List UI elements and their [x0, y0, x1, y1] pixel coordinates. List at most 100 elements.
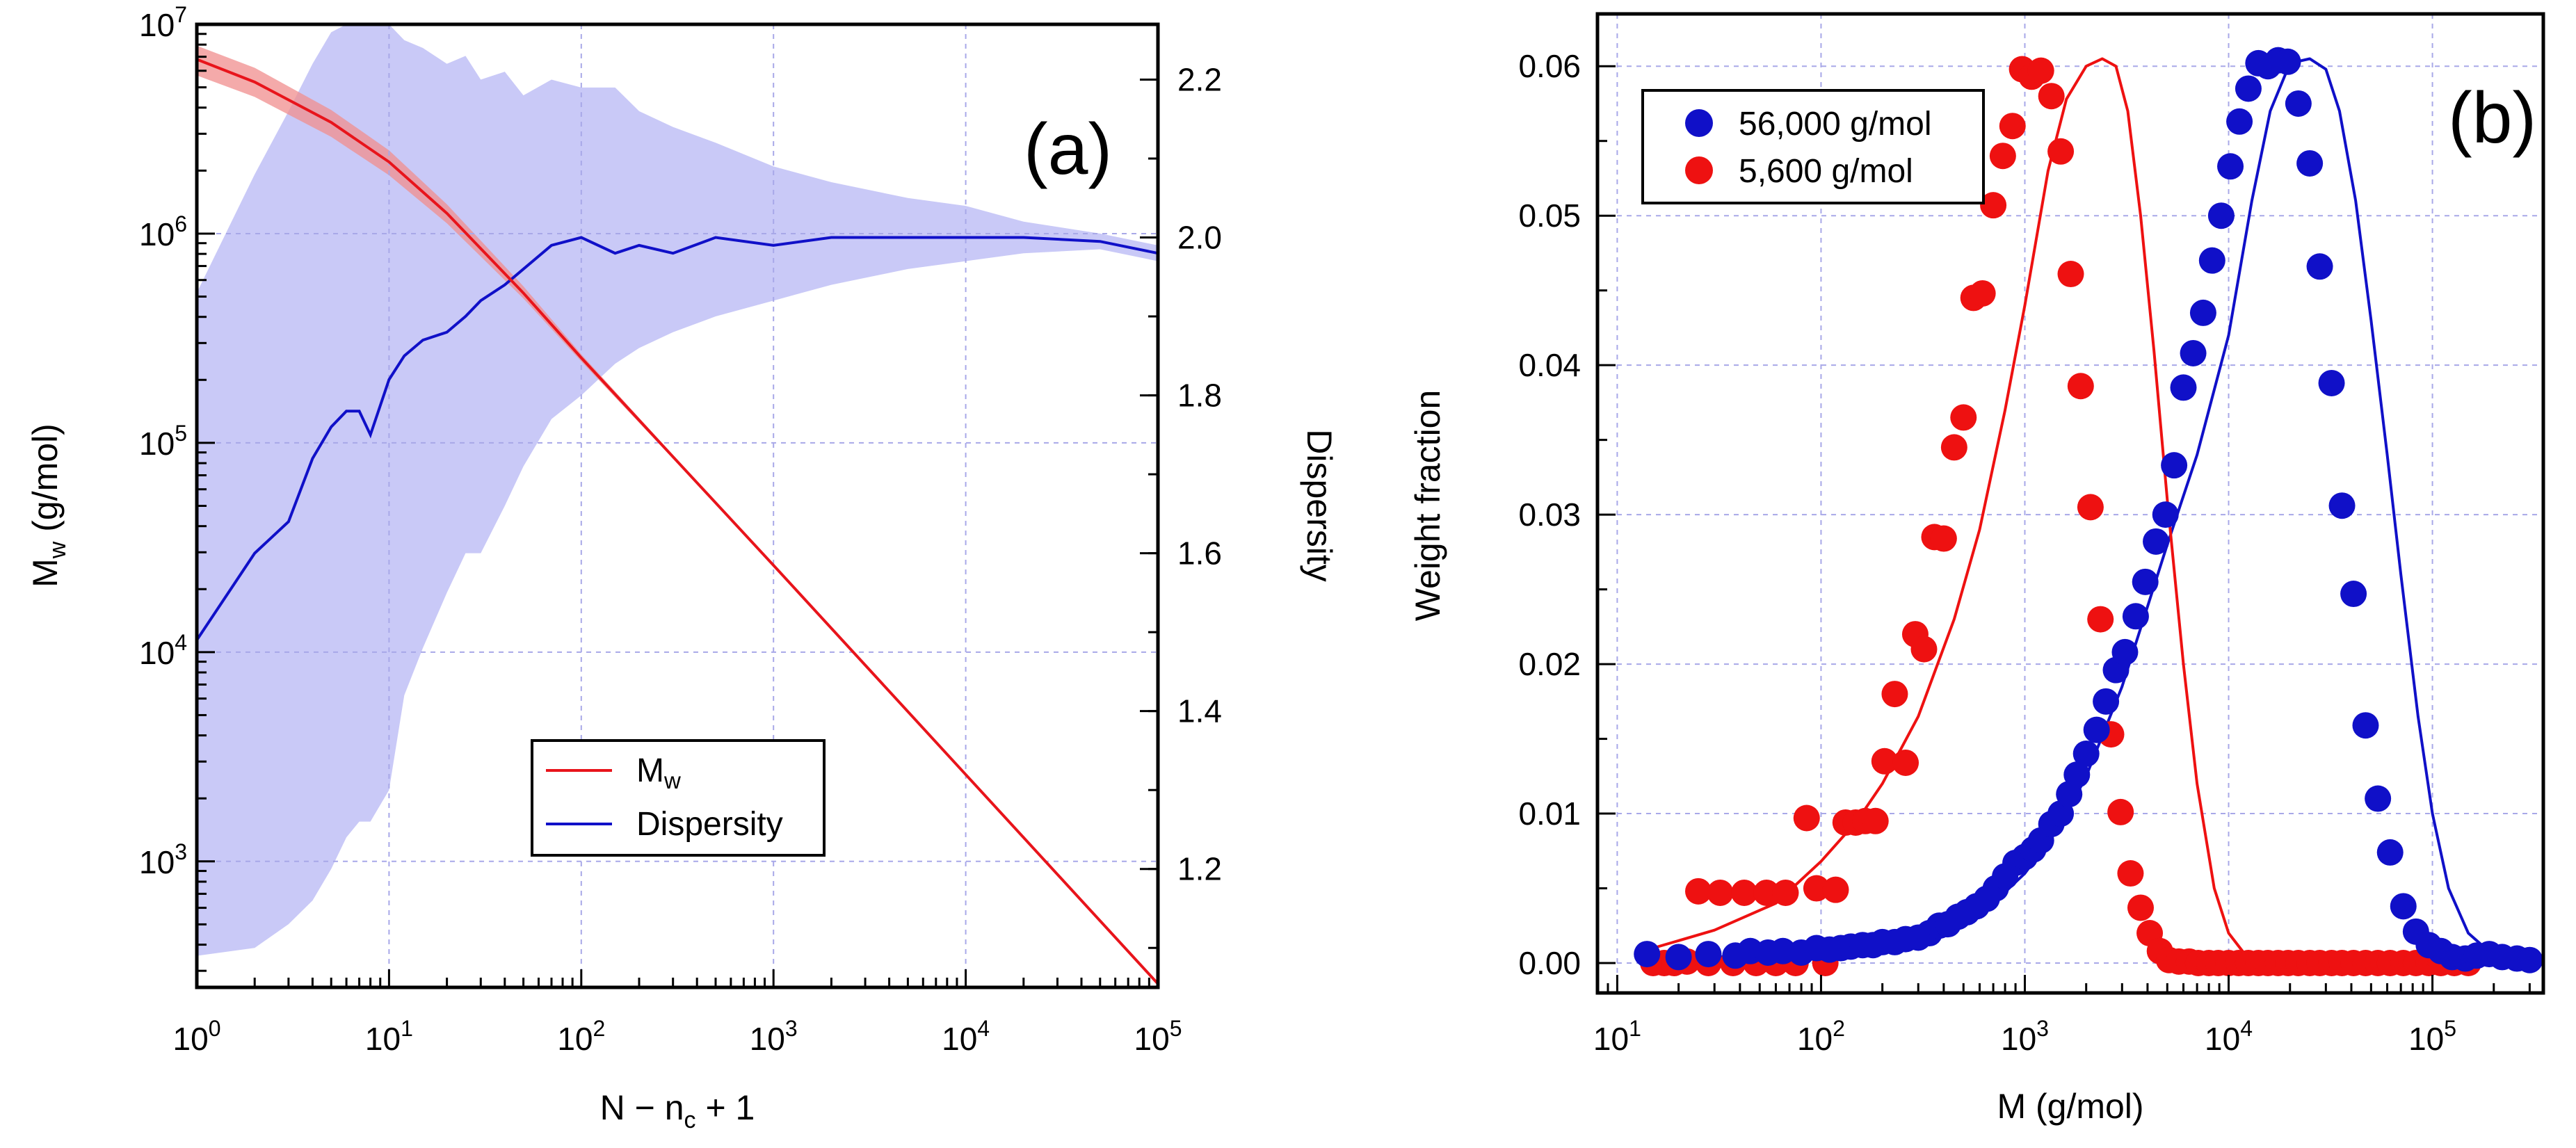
panel-a-y-left-ticks: 103 104 105 106 107 [139, 2, 215, 972]
panel-b-frame [1595, 12, 2545, 995]
data-point-5600 [2067, 373, 2094, 400]
data-point-5600 [1685, 878, 1712, 905]
data-point-56000 [2352, 712, 2379, 739]
legend-label-mw: Mw [636, 752, 681, 793]
panel-a: 100 101 102 103 104 105 103 104 105 106 107 1.2 1.… [26, 2, 1339, 1133]
data-point-56000 [1665, 944, 1692, 971]
data-point-56000 [2226, 108, 2253, 135]
data-point-5600 [1803, 875, 1830, 902]
x-tick-label: 102 [557, 1016, 605, 1057]
data-point-5600 [2047, 138, 2075, 165]
data-point-5600 [2027, 57, 2054, 84]
x-tick-label: 103 [750, 1016, 798, 1057]
y-right-tick-label: 1.4 [1177, 693, 1222, 729]
data-point-5600 [1753, 879, 1780, 906]
data-point-56000 [2063, 761, 2091, 789]
data-point-5600 [1950, 404, 1977, 431]
data-point-56000 [2296, 149, 2324, 177]
x-tick-label: 100 [173, 1016, 221, 1057]
panel-a-x-axis-label: N − nc + 1 [600, 1088, 755, 1133]
y-right-tick-label: 1.8 [1177, 378, 1222, 414]
data-point-5600 [1930, 525, 1957, 552]
panel-b-legend-box [1641, 89, 1985, 204]
data-point-5600 [2117, 860, 2144, 887]
y-tick-label: 0.03 [1518, 496, 1581, 533]
y-left-tick-label: 103 [139, 839, 187, 880]
data-point-5600 [2087, 606, 2114, 633]
x-tick-label: 104 [2205, 1016, 2253, 1057]
data-point-56000 [2143, 528, 2170, 555]
data-point-56000 [2198, 247, 2225, 274]
data-point-56000 [2217, 153, 2244, 180]
y-right-tick-label: 2.2 [1177, 61, 1222, 97]
y-left-tick-label: 105 [139, 421, 187, 462]
data-point-56000 [1695, 941, 1722, 968]
y-tick-label: 0.04 [1518, 347, 1581, 383]
panel-b-y-axis-label: Weight fraction [1408, 390, 1447, 622]
data-point-5600 [1772, 879, 1799, 906]
data-point-56000 [2274, 48, 2301, 75]
y-tick-label: 0.02 [1518, 646, 1581, 682]
legend-label-5600: 5,600 g/mol [1739, 153, 1913, 190]
x-tick-label: 102 [1797, 1016, 1845, 1057]
data-point-5600 [1793, 805, 1820, 832]
data-point-5600 [1989, 143, 2016, 170]
data-point-5600 [2057, 261, 2084, 288]
panel-b: 101 102 103 104 105 0.00 0.01 0.02 0.03 0.04 0.05… [1408, 12, 2545, 1126]
data-point-56000 [2170, 374, 2197, 401]
data-point-56000 [2072, 741, 2100, 768]
panel-a-series [195, 58, 1159, 985]
dispersity-line [195, 236, 1159, 641]
panel-b-x-axis-label: M (g/mol) [1997, 1087, 2143, 1126]
data-point-56000 [2318, 369, 2345, 396]
data-point-56000 [2093, 688, 2120, 715]
data-point-56000 [2235, 75, 2262, 102]
panel-b-label: (b) [2448, 78, 2536, 159]
x-tick-label: 105 [2408, 1016, 2456, 1057]
panel-a-legend: Mw Dispersity [531, 739, 826, 857]
y-left-tick-label: 106 [139, 211, 187, 252]
data-point-5600 [1871, 747, 1898, 775]
legend-marker-56000 [1685, 109, 1713, 137]
panel-b-legend: 56,000 g/mol 5,600 g/mol [1641, 89, 1985, 204]
y-right-tick-label: 1.2 [1177, 851, 1222, 887]
y-tick-label: 0.00 [1518, 945, 1581, 981]
data-point-56000 [2365, 785, 2392, 812]
legend-marker-5600 [1685, 156, 1713, 184]
y-right-tick-label: 1.6 [1177, 535, 1222, 572]
y-tick-label: 0.01 [1518, 795, 1581, 832]
dispersity-uncertainty-band [197, 24, 1158, 956]
panel-b-points [1634, 47, 2543, 977]
x-tick-label: 101 [365, 1016, 413, 1057]
data-point-56000 [2306, 253, 2333, 280]
panel-b-x-ticks: 101 102 103 104 105 [1593, 975, 2531, 1057]
data-point-5600 [2107, 798, 2134, 825]
panel-a-label: (a) [1024, 109, 1112, 190]
data-point-5600 [1707, 879, 1734, 906]
data-point-56000 [2285, 90, 2312, 117]
data-point-56000 [2390, 893, 2417, 920]
panel-a-legend-box [531, 739, 826, 857]
x-tick-label: 103 [2001, 1016, 2049, 1057]
data-point-5600 [1731, 879, 1758, 906]
data-point-56000 [2516, 946, 2543, 973]
data-point-56000 [2376, 839, 2404, 866]
data-point-56000 [2152, 501, 2179, 528]
data-point-5600 [2127, 894, 2154, 921]
data-point-5600 [2077, 494, 2104, 521]
y-tick-label: 0.05 [1518, 197, 1581, 234]
data-point-56000 [2340, 581, 2367, 608]
data-point-5600 [1881, 681, 1908, 708]
data-point-5600 [1940, 434, 1967, 461]
data-point-5600 [1910, 636, 1938, 663]
y-tick-label: 0.06 [1518, 48, 1581, 84]
x-tick-label: 105 [1134, 1016, 1182, 1057]
data-point-5600 [2038, 83, 2065, 110]
data-point-56000 [2083, 716, 2110, 743]
y-left-tick-label: 107 [139, 2, 187, 43]
data-point-56000 [2122, 603, 2149, 630]
legend-label-56000: 56,000 g/mol [1739, 106, 1932, 143]
x-tick-label: 104 [942, 1016, 990, 1057]
panel-a-x-ticks: 100 101 102 103 104 105 [173, 969, 1182, 1057]
